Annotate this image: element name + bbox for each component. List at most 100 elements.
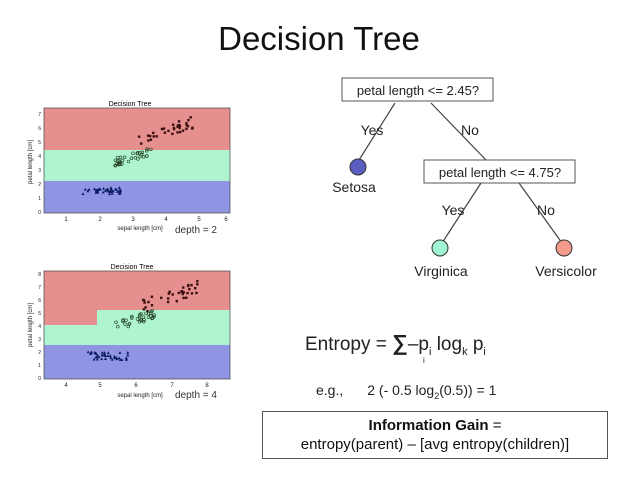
scatter-point-versicolor <box>146 134 150 137</box>
scatter-point-versicolor <box>149 138 153 141</box>
scatter-point-virginica <box>131 151 135 155</box>
edge-inner-yes <box>441 182 482 244</box>
scatter-point-virginica <box>129 156 134 160</box>
y-tick-labels: 0 1 2 3 4 5 6 7 8 <box>38 272 41 382</box>
scatter-point-versicolor <box>146 309 149 313</box>
scatter-point-versicolor <box>172 126 176 130</box>
scatter-point-setosa <box>93 187 97 191</box>
scatter-point-versicolor <box>167 292 171 295</box>
scatter-point-versicolor <box>190 283 193 287</box>
scatter-point-setosa <box>102 187 106 190</box>
scatter-point-versicolor <box>186 124 190 128</box>
scatter-point-virginica <box>137 314 142 318</box>
entropy-term-1: –p <box>407 334 429 355</box>
scatter-point-setosa <box>124 356 128 360</box>
scatter-point-setosa <box>126 353 130 357</box>
y-tick: 0 <box>38 376 41 382</box>
scatter-point-setosa <box>104 354 108 357</box>
information-gain-eq: = <box>488 417 502 434</box>
scatter-point-versicolor <box>147 300 150 304</box>
y-tick: 6 <box>38 126 41 132</box>
scatter-point-versicolor <box>176 124 180 127</box>
scatter-point-versicolor <box>186 284 190 288</box>
scatter-point-setosa <box>96 190 100 194</box>
scatter-point-versicolor <box>178 130 182 134</box>
y-axis-label: petal length [cm] <box>28 303 34 347</box>
x-tick: 6 <box>224 217 228 223</box>
scatter-point-virginica <box>130 316 134 320</box>
decision-tree: petal length <= 2.45? Yes No Setosa peta… <box>332 77 597 279</box>
x-tick: 2 <box>98 217 102 223</box>
scatter-point-versicolor <box>142 308 146 311</box>
scatter-point-versicolor <box>171 293 174 296</box>
scatter-point-setosa <box>93 351 97 354</box>
plot-depth-2: Decision Tree 1 2 3 4 5 6 0 1 2 3 4 5 6 … <box>28 101 231 236</box>
information-gain-title: Information Gain <box>368 417 489 434</box>
scatter-point-setosa <box>106 354 110 358</box>
versicolor-leaf <box>555 239 573 257</box>
region-versicolor <box>44 271 230 325</box>
scatter-point-versicolor <box>160 127 164 131</box>
y-tick-labels: 0 1 2 3 4 5 6 7 <box>38 112 41 216</box>
scatter-point-versicolor <box>137 135 141 138</box>
slide-title: Decision Tree <box>218 20 420 57</box>
scatter-point-versicolor <box>152 135 155 138</box>
subscript: 2 <box>434 390 440 401</box>
scatter-point-setosa <box>83 187 87 191</box>
scatter-point-setosa <box>110 192 114 195</box>
root-no-label: No <box>461 122 479 138</box>
x-tick: 4 <box>64 383 68 389</box>
scatter-point-versicolor <box>196 283 199 286</box>
scatter-point-versicolor <box>193 287 197 290</box>
scatter-point-versicolor <box>189 116 192 119</box>
scatter-point-virginica <box>152 313 156 317</box>
subscript: k <box>462 345 468 358</box>
scatter-point-versicolor <box>144 306 147 309</box>
region-virginica <box>44 310 230 345</box>
x-axis-label: sepal length [cm] <box>117 393 163 399</box>
x-tick-labels: 4 5 6 7 8 <box>64 383 209 389</box>
scatter-point-virginica <box>116 155 120 160</box>
scatter-point-virginica <box>142 319 146 324</box>
region-setosa <box>44 181 230 213</box>
depth-label: depth = 4 <box>175 390 217 401</box>
scatter-point-setosa <box>94 352 98 356</box>
region-virginica <box>44 150 230 181</box>
scatter-point-virginica <box>149 147 153 152</box>
plot-frame <box>43 270 231 380</box>
scatter-point-versicolor <box>181 129 185 132</box>
scatter-point-virginica <box>120 158 125 163</box>
virginica-leaf <box>431 239 449 257</box>
scatter-point-virginica <box>150 308 154 313</box>
scatter-point-virginica <box>135 317 140 321</box>
scatter-point-virginica <box>150 316 154 321</box>
scatter-point-versicolor <box>186 291 189 295</box>
scatter-point-versicolor <box>167 129 170 133</box>
scatter-point-versicolor <box>177 291 181 295</box>
example-formula: e.g., 2 (- 0.5 log2(0.5)) = 1 <box>316 382 496 401</box>
region-versicolor <box>44 108 230 150</box>
scatter-point-virginica <box>139 318 143 322</box>
scatter-point-setosa <box>114 356 118 360</box>
scatter-point-setosa <box>108 354 112 357</box>
y-tick: 0 <box>38 210 41 216</box>
example-expr-end: (0.5)) = 1 <box>439 382 497 398</box>
region-setosa <box>44 345 230 379</box>
y-tick: 8 <box>38 272 41 278</box>
scatter-point-virginica <box>123 322 127 326</box>
scatter-point-versicolor <box>176 131 179 134</box>
x-tick: 4 <box>164 217 168 223</box>
scatter-point-virginica <box>152 314 156 319</box>
scatter-point-setosa <box>114 188 118 191</box>
scatter-point-setosa <box>111 189 115 193</box>
scatter-point-virginica <box>115 162 119 166</box>
x-tick: 5 <box>98 383 102 389</box>
scatter-point-setosa <box>103 351 107 354</box>
scatter-point-virginica <box>130 314 134 319</box>
information-gain-box: Information Gain = entropy(parent) – [av… <box>262 411 608 459</box>
scatter-point-setosa <box>116 190 120 194</box>
scatter-point-versicolor <box>143 301 146 304</box>
y-tick: 1 <box>38 363 41 369</box>
scatter-point-versicolor <box>181 286 185 289</box>
scatter-point-virginica <box>117 159 121 163</box>
